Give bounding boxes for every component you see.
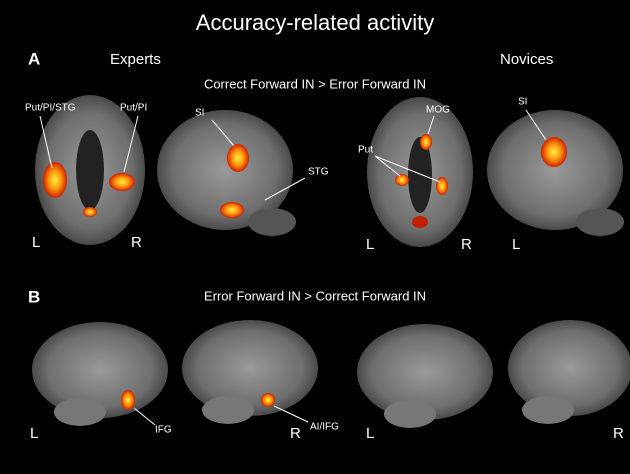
activation	[121, 390, 135, 410]
orientation-label: R	[613, 425, 624, 442]
contrast-label: Correct Forward IN > Error Forward IN	[204, 76, 426, 91]
orientation-label: L	[32, 234, 40, 251]
orientation-label: R	[131, 234, 142, 251]
activation	[420, 134, 432, 150]
orientation-label: L	[30, 425, 38, 442]
activation	[395, 174, 409, 186]
activation	[220, 202, 244, 218]
orientation-label: L	[366, 236, 374, 253]
group-label: Experts	[110, 51, 161, 68]
panel-label: B	[28, 287, 40, 306]
ventricle	[76, 130, 104, 210]
cerebellum	[522, 396, 574, 424]
region-label: Put/PI/STG	[25, 103, 76, 114]
region-label: Put	[358, 145, 373, 156]
figure: Accuracy-related activity A Experts Novi…	[0, 0, 630, 474]
panel-label: A	[28, 49, 40, 68]
orientation-label: R	[461, 236, 472, 253]
sagittal-slice	[508, 320, 630, 416]
cerebellum	[576, 208, 624, 236]
activation	[412, 216, 428, 228]
cerebellum	[202, 396, 254, 424]
activation	[43, 162, 67, 198]
region-label: MOG	[426, 105, 450, 116]
orientation-label: L	[512, 236, 520, 253]
activation	[227, 144, 249, 172]
sagittal-slice	[182, 320, 318, 416]
region-label: SI	[195, 108, 204, 119]
region-label: IFG	[155, 425, 172, 436]
cerebellum	[54, 398, 106, 426]
orientation-label: L	[366, 425, 374, 442]
cerebellum	[384, 400, 436, 428]
activation	[109, 173, 135, 191]
region-label: AI/IFG	[310, 422, 339, 433]
activation	[436, 177, 448, 195]
region-label: Put/PI	[120, 103, 147, 114]
cerebellum	[248, 208, 296, 236]
activation	[541, 137, 567, 167]
contrast-label: Error Forward IN > Correct Forward IN	[204, 288, 426, 303]
orientation-label: R	[290, 425, 301, 442]
title: Accuracy-related activity	[196, 10, 434, 35]
activation	[261, 393, 275, 407]
activation	[83, 207, 97, 217]
region-label: STG	[308, 167, 329, 178]
group-label: Novices	[500, 51, 553, 68]
region-label: SI	[518, 97, 527, 108]
